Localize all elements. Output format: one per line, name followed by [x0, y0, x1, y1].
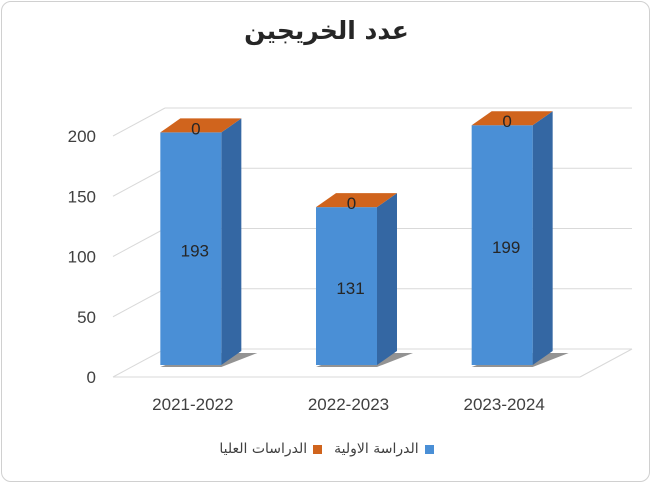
gridline-side	[112, 107, 166, 137]
y-tick-label: 150	[68, 187, 96, 206]
legend-item: الدراسات العليا	[219, 441, 323, 457]
gridline-side	[112, 228, 166, 257]
bar-side	[221, 118, 242, 365]
data-label: 199	[492, 238, 520, 257]
bar-top-segment	[160, 118, 242, 133]
legend-swatch	[424, 444, 434, 454]
bar-side	[532, 111, 553, 365]
data-label: 0	[191, 119, 200, 138]
x-tick-label: 2023-2024	[464, 395, 545, 414]
gridline-side	[112, 288, 166, 318]
floor-edge-side	[579, 348, 633, 378]
bar-top-segment	[471, 111, 553, 126]
chart-title: عدد الخريجين	[244, 16, 409, 45]
gridline-side	[112, 167, 166, 197]
legend-label: الدراسة الاولية	[334, 441, 419, 457]
bar	[316, 207, 377, 365]
chart-legend: الدراسة الاولية الدراسات العليا	[0, 441, 653, 457]
data-label: 131	[336, 279, 364, 298]
data-label: 193	[181, 242, 209, 261]
data-label: 0	[502, 112, 511, 131]
x-tick-label: 2022-2023	[308, 395, 389, 414]
x-tick-label: 2021-2022	[152, 395, 233, 414]
y-tick-label: 0	[87, 368, 96, 387]
legend-item: الدراسة الاولية	[334, 441, 434, 457]
gridline-side	[112, 348, 166, 378]
legend-label: الدراسات العليا	[219, 441, 308, 457]
data-label: 0	[347, 194, 356, 213]
bar	[471, 125, 533, 365]
bar	[160, 132, 222, 365]
y-tick-label: 200	[68, 127, 96, 146]
bar-top-segment	[316, 193, 397, 208]
y-tick-label: 50	[77, 308, 96, 327]
y-tick-label: 100	[68, 248, 96, 267]
legend-swatch	[313, 444, 323, 454]
bar-side	[377, 193, 397, 365]
